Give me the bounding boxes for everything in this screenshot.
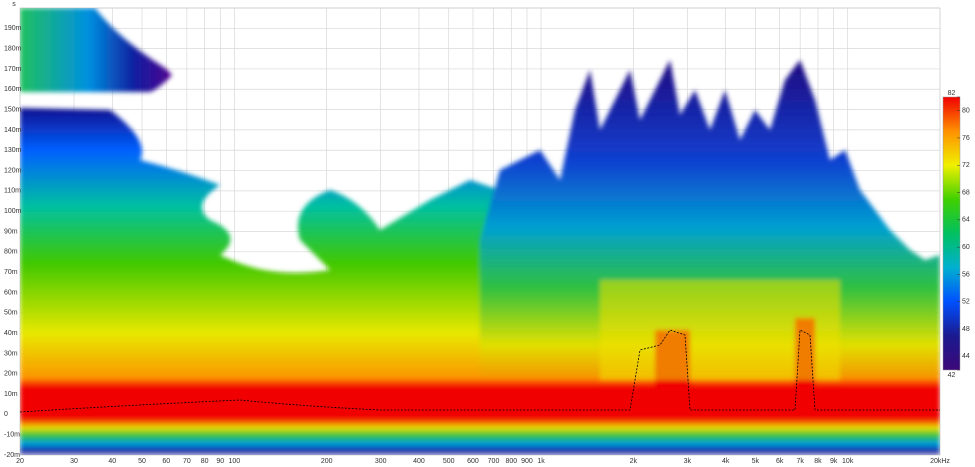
- x-tick-label: 20kHz: [930, 458, 950, 465]
- direct-band: [20, 378, 940, 455]
- y-tick-label: 100m: [4, 208, 22, 215]
- x-tick-label: 60: [162, 458, 170, 465]
- left-blob: [20, 108, 500, 390]
- y-tick-label: 90m: [4, 228, 18, 235]
- top-left-blob: [20, 8, 172, 92]
- y-tick-label: 70m: [4, 269, 18, 276]
- x-tick-label: 700: [488, 458, 500, 465]
- x-tick-label: 40: [108, 458, 116, 465]
- x-tick-label: 50: [138, 458, 146, 465]
- x-tick-label: 100: [229, 458, 241, 465]
- colorbar-label: 82: [948, 90, 956, 97]
- x-tick-label: 20: [16, 458, 24, 465]
- spectrogram: [20, 8, 940, 455]
- response-line: [19, 329, 940, 413]
- y-tick-label: 130m: [4, 147, 22, 154]
- y-tick-label: 30m: [4, 350, 18, 357]
- y-tick-label: 40m: [4, 330, 18, 337]
- x-tick-label: 800: [505, 458, 517, 465]
- x-tick-label: 6k: [776, 458, 784, 465]
- colorbar-label: 76: [962, 135, 970, 142]
- y-tick-label: 140m: [4, 127, 22, 134]
- colorbar-label: 44: [962, 353, 970, 360]
- y-tick-label: 0: [4, 411, 8, 418]
- x-tick-label: 70: [183, 458, 191, 465]
- y-tick-label: 170m: [4, 66, 22, 73]
- y-tick-label: -20m: [4, 452, 20, 459]
- colorbar-label: 72: [962, 162, 970, 169]
- y-tick-label: 20m: [4, 371, 18, 378]
- colorbar-label: 80: [962, 107, 970, 114]
- x-tick-label: 400: [413, 458, 425, 465]
- y-unit-label: s: [12, 1, 16, 8]
- colorbar-label: 60: [962, 244, 970, 251]
- x-tick-label: 3k: [684, 458, 692, 465]
- warm-area: [600, 280, 840, 380]
- y-tick-label: 120m: [4, 167, 22, 174]
- x-tick-label: 7k: [796, 458, 804, 465]
- x-tick-label: 200: [321, 458, 333, 465]
- y-tick-label: 180m: [4, 45, 22, 52]
- colorbar-label: 52: [962, 299, 970, 306]
- y-tick-label: 110m: [4, 188, 21, 195]
- y-tick-label: 150m: [4, 106, 22, 113]
- x-tick-label: 30: [70, 458, 78, 465]
- x-tick-label: 1k: [537, 458, 545, 465]
- y-tick-label: -10m: [4, 432, 20, 439]
- x-tick-label: 900: [521, 458, 533, 465]
- axes: 20 30 40 50 60 70 80 90 100 200 300 400 500 600 700 800…: [4, 1, 970, 465]
- y-tick-label: 60m: [4, 289, 18, 296]
- colorbar-label: 42: [948, 372, 956, 379]
- colorbar: [942, 96, 961, 371]
- colorbar-label: 68: [962, 189, 970, 196]
- colorbar-label: 48: [962, 326, 970, 333]
- y-tick-label: 80m: [4, 249, 18, 256]
- x-tick-label: 500: [443, 458, 455, 465]
- y-tick-label: 10m: [4, 391, 18, 398]
- x-tick-label: 2k: [630, 458, 638, 465]
- x-tick-label: 80: [201, 458, 209, 465]
- x-tick-label: 600: [467, 458, 479, 465]
- x-tick-label: 9k: [830, 458, 838, 465]
- x-tick-label: 300: [375, 458, 387, 465]
- x-tick-label: 5k: [752, 458, 760, 465]
- y-tick-label: 160m: [4, 86, 22, 93]
- x-tick-label: 8k: [814, 458, 822, 465]
- colorbar-label: 64: [962, 217, 970, 224]
- x-tick-label: 10k: [842, 458, 854, 465]
- x-tick-label: 90: [216, 458, 224, 465]
- colorbar-label: 56: [962, 271, 970, 278]
- y-tick-label: 50m: [4, 310, 18, 317]
- x-tick-label: 4k: [722, 458, 730, 465]
- y-tick-label: 190m: [4, 25, 22, 32]
